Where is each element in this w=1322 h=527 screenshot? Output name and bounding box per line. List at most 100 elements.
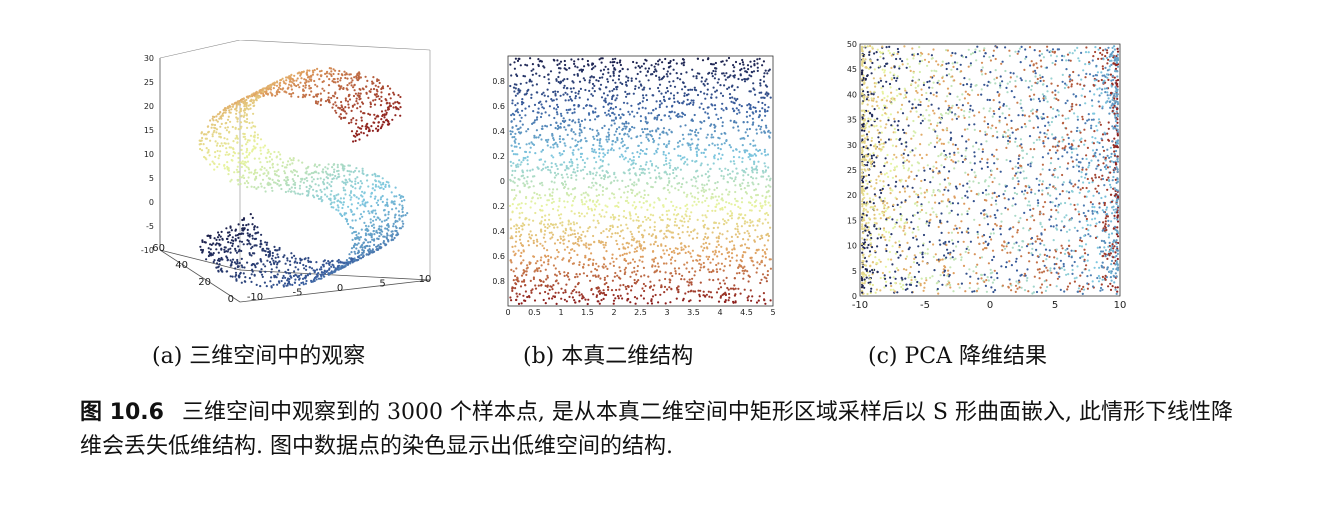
intrinsic-point — [705, 216, 708, 219]
intrinsic-point — [558, 152, 561, 155]
s-curve-point — [380, 220, 384, 223]
s-curve-point — [314, 83, 317, 86]
intrinsic-point — [682, 137, 685, 140]
intrinsic-point — [571, 164, 574, 167]
intrinsic-point — [748, 74, 751, 77]
intrinsic-point — [756, 267, 759, 270]
intrinsic-point — [687, 144, 690, 147]
s-curve-point — [234, 238, 237, 241]
s-curve-point — [254, 232, 257, 235]
s-curve-point — [330, 96, 333, 100]
s-curve-point — [284, 270, 287, 273]
intrinsic-point — [608, 229, 611, 232]
intrinsic-point — [680, 220, 683, 223]
intrinsic-point — [715, 263, 718, 267]
intrinsic-point — [608, 197, 611, 200]
intrinsic-point — [751, 71, 754, 74]
intrinsic-point — [626, 190, 629, 193]
intrinsic-point — [590, 209, 594, 212]
intrinsic-point — [653, 229, 656, 232]
s-curve-point — [374, 98, 377, 101]
intrinsic-point — [607, 288, 610, 291]
intrinsic-point — [549, 123, 552, 127]
intrinsic-point — [527, 88, 530, 91]
s-curve-point — [201, 250, 204, 253]
s-curve-point — [263, 172, 266, 175]
intrinsic-point — [611, 224, 614, 227]
intrinsic-point — [717, 243, 720, 246]
s-curve-point — [240, 100, 243, 103]
intrinsic-point — [543, 223, 546, 226]
intrinsic-point — [732, 70, 735, 73]
s-curve-point — [306, 179, 309, 182]
s-curve-point — [344, 76, 347, 80]
intrinsic-point — [554, 141, 557, 144]
intrinsic-point — [595, 161, 598, 164]
s-curve-point — [207, 148, 210, 152]
intrinsic-point — [690, 138, 693, 141]
intrinsic-point — [666, 133, 669, 136]
intrinsic-point — [553, 295, 556, 298]
intrinsic-point — [699, 289, 702, 292]
intrinsic-point — [732, 149, 735, 152]
s-curve-point — [199, 147, 202, 151]
intrinsic-point — [755, 271, 758, 274]
s-curve-point — [348, 164, 351, 167]
intrinsic-point — [595, 194, 598, 197]
s-curve-point — [248, 277, 251, 280]
s-curve-point — [339, 79, 342, 82]
s-curve-point — [286, 87, 289, 90]
s-curve-point — [316, 67, 319, 70]
s-curve-point — [365, 92, 368, 95]
s-curve-point — [315, 93, 318, 96]
s-curve-point — [275, 276, 278, 279]
s-curve-point — [253, 226, 256, 229]
s-curve-point — [336, 266, 340, 269]
s-curve-point — [226, 138, 229, 141]
intrinsic-point — [563, 161, 566, 164]
intrinsic-point — [702, 219, 705, 222]
intrinsic-point — [769, 96, 772, 99]
s-curve-point — [310, 75, 313, 78]
s-curve-point — [397, 94, 400, 97]
s-curve-point — [267, 148, 270, 151]
s-curve-point — [246, 243, 249, 246]
s-curve-point — [371, 187, 374, 190]
intrinsic-point — [595, 200, 598, 204]
intrinsic-point — [731, 96, 734, 99]
s-curve-point — [357, 181, 360, 185]
intrinsic-point — [686, 261, 689, 264]
intrinsic-point — [748, 127, 751, 131]
s-curve-point — [325, 270, 328, 273]
intrinsic-point — [527, 128, 530, 131]
intrinsic-point — [690, 99, 693, 102]
s-curve-point — [378, 231, 381, 234]
intrinsic-point — [745, 71, 749, 74]
intrinsic-point — [722, 223, 726, 226]
s-curve-point — [355, 132, 358, 135]
intrinsic-point — [509, 296, 512, 299]
s-curve-point — [326, 98, 329, 101]
intrinsic-point — [667, 224, 670, 227]
x-tick-label: -5 — [293, 288, 303, 299]
s-curve-point — [385, 218, 388, 221]
intrinsic-point — [626, 93, 629, 96]
intrinsic-point — [736, 112, 739, 115]
intrinsic-point — [749, 289, 752, 292]
intrinsic-point — [744, 243, 747, 246]
intrinsic-point — [686, 230, 689, 233]
intrinsic-point — [544, 302, 547, 305]
intrinsic-point — [715, 245, 718, 249]
intrinsic-point — [606, 78, 609, 81]
intrinsic-point — [566, 133, 569, 136]
intrinsic-point — [563, 142, 566, 145]
intrinsic-point — [629, 128, 632, 131]
s-curve-point — [334, 109, 337, 112]
s-curve-point — [293, 74, 296, 77]
s-curve-point — [375, 245, 378, 248]
intrinsic-point — [540, 256, 543, 259]
intrinsic-point — [583, 65, 586, 68]
intrinsic-point — [573, 223, 576, 226]
intrinsic-point — [678, 272, 681, 276]
intrinsic-point — [619, 294, 622, 297]
